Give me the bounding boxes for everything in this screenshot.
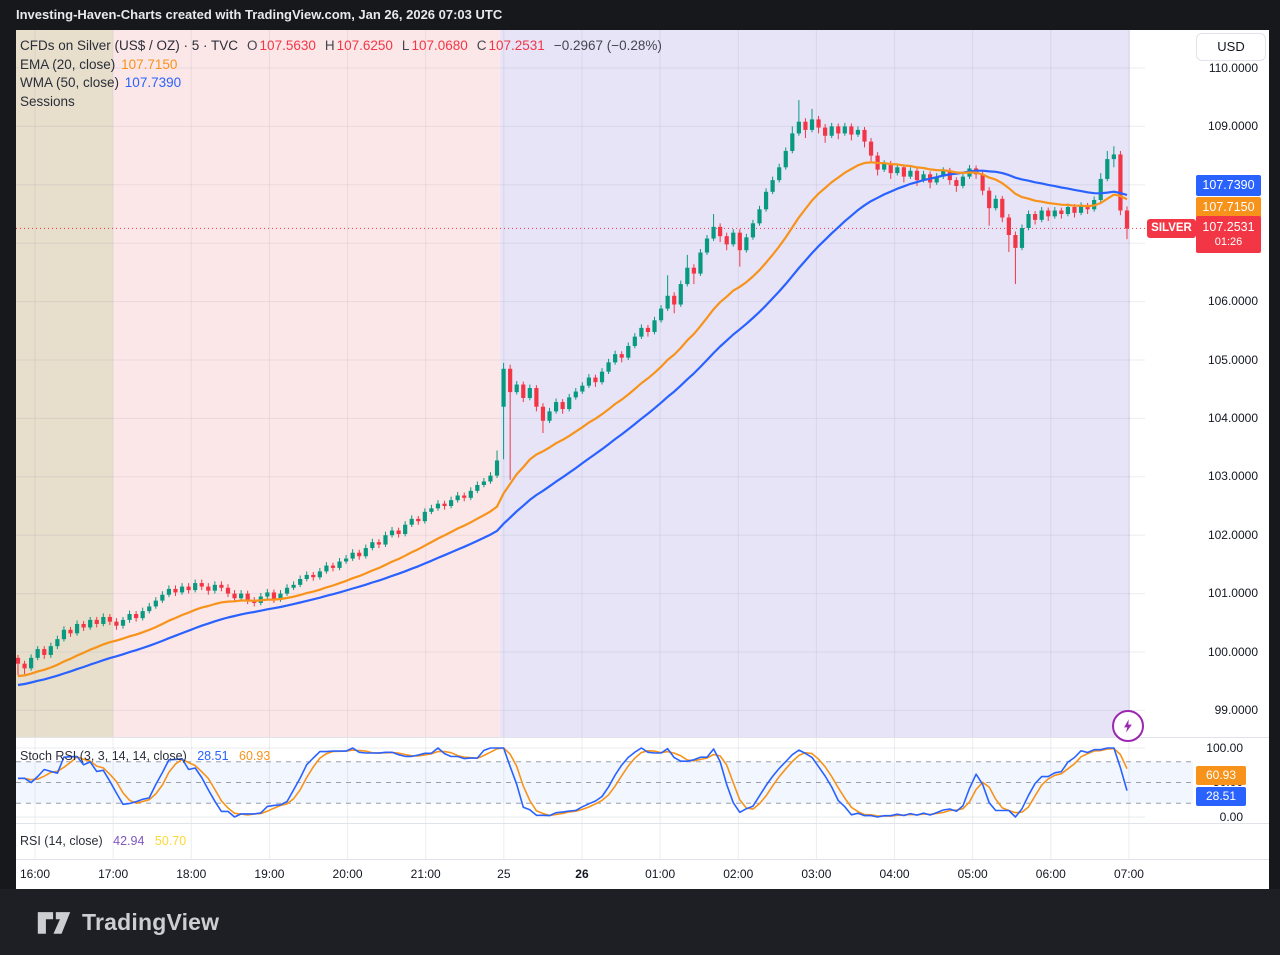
price-tick-label: 102.0000 bbox=[1207, 527, 1258, 542]
time-tick-label: 21:00 bbox=[410, 867, 441, 881]
time-tick-label: 16:00 bbox=[19, 867, 51, 881]
price-tick-label: 101.0000 bbox=[1207, 586, 1258, 601]
price-tick-label: 99.0000 bbox=[1214, 702, 1258, 717]
ema-value: 107.7150 bbox=[121, 56, 178, 72]
last-price-value: 107.2531 bbox=[1202, 220, 1255, 234]
time-tick-label: 04:00 bbox=[879, 867, 910, 881]
rsi-legend[interactable]: RSI (14, close) 42.94 50.70 bbox=[20, 834, 186, 848]
footer-bar: TradingView bbox=[0, 889, 1280, 955]
time-tick-label: 25 bbox=[497, 867, 511, 881]
time-tick-label: 17:00 bbox=[98, 867, 129, 881]
price-tick-label: 109.0000 bbox=[1207, 118, 1258, 133]
high-label: H bbox=[324, 38, 335, 53]
legend-sessions-row[interactable]: Sessions bbox=[20, 93, 662, 112]
close-value: 107.2531 bbox=[488, 38, 545, 53]
stoch-axis-top: 100.00 bbox=[1206, 741, 1243, 755]
sessions-label: Sessions bbox=[20, 93, 75, 109]
ema-price-badge: 107.7150 bbox=[1196, 197, 1261, 218]
currency-button[interactable]: USD bbox=[1196, 33, 1266, 61]
stoch-d-badge: 60.93 bbox=[1196, 766, 1246, 785]
time-tick-label: 03:00 bbox=[801, 867, 832, 881]
wma-value: 107.7390 bbox=[124, 75, 182, 90]
time-tick-label: 18:00 bbox=[176, 867, 207, 881]
time-tick-label: 02:00 bbox=[723, 867, 754, 881]
symbol-title[interactable]: CFDs on Silver (US$ / OZ) · 5 · TVC bbox=[20, 38, 239, 53]
time-tick-label: 20:00 bbox=[332, 867, 363, 881]
window-title: Investing-Haven-Charts created with Trad… bbox=[0, 0, 1280, 30]
rsi-label: RSI (14, close) bbox=[20, 834, 103, 848]
rsi-value: 42.94 bbox=[113, 834, 145, 848]
instant-data-button[interactable] bbox=[1112, 710, 1144, 742]
tradingview-brand-text[interactable]: TradingView bbox=[82, 908, 220, 935]
high-value: 107.6250 bbox=[336, 38, 393, 53]
stoch-k-badge: 28.51 bbox=[1196, 787, 1246, 806]
wma-price-badge: 107.7390 bbox=[1196, 175, 1261, 196]
low-label: L bbox=[401, 38, 410, 53]
ema-label: EMA (20, close) bbox=[20, 56, 116, 72]
stoch-k-value: 28.51 bbox=[197, 749, 229, 763]
stoch-axis-bottom: 0.00 bbox=[1219, 810, 1243, 824]
chart-legend: CFDs on Silver (US$ / OZ) · 5 · TVC O 107.… bbox=[20, 37, 662, 111]
price-tick-label: 105.0000 bbox=[1207, 352, 1258, 367]
lightning-icon bbox=[1124, 719, 1132, 733]
tradingview-logo-icon[interactable] bbox=[36, 907, 72, 937]
time-tick-label: 05:00 bbox=[957, 867, 988, 881]
time-tick-label: 19:00 bbox=[254, 867, 285, 881]
last-price-badge: 107.2531 01:26 bbox=[1196, 216, 1261, 253]
open-label: O bbox=[247, 38, 258, 53]
legend-symbol-row[interactable]: CFDs on Silver (US$ / OZ) · 5 · TVC O 107.… bbox=[20, 37, 662, 56]
time-tick-label: 06:00 bbox=[1035, 867, 1066, 881]
bar-countdown: 01:26 bbox=[1214, 236, 1243, 248]
price-tick-label: 100.0000 bbox=[1207, 644, 1258, 659]
price-tick-label: 104.0000 bbox=[1207, 410, 1258, 425]
rsi-ma-value: 50.70 bbox=[154, 834, 187, 848]
open-value: 107.5630 bbox=[259, 38, 316, 53]
stoch-d-value: 60.93 bbox=[239, 749, 271, 763]
legend-wma-row[interactable]: WMA (50, close) 107.7390 bbox=[20, 74, 662, 93]
window-title-text: Investing-Haven-Charts created with Trad… bbox=[16, 7, 503, 22]
stoch-rsi-label: Stoch RSI (3, 3, 14, 14, close) bbox=[20, 749, 187, 763]
close-label: C bbox=[476, 38, 487, 53]
time-tick-label: 01:00 bbox=[645, 867, 676, 881]
symbol-price-tag: SILVER bbox=[1147, 219, 1196, 238]
change-value: −0.2967 (−0.28%) bbox=[553, 38, 662, 53]
price-tick-label: 106.0000 bbox=[1207, 294, 1258, 309]
legend-ema-row[interactable]: EMA (20, close) 107.7150 bbox=[20, 56, 662, 75]
price-tick-label: 110.0000 bbox=[1208, 60, 1258, 75]
time-tick-label: 26 bbox=[575, 867, 589, 881]
time-tick-label: 07:00 bbox=[1113, 867, 1144, 881]
price-tick-label: 103.0000 bbox=[1207, 469, 1258, 484]
wma-label: WMA (50, close) bbox=[20, 75, 120, 90]
stoch-rsi-legend[interactable]: Stoch RSI (3, 3, 14, 14, close) 28.51 60… bbox=[20, 749, 270, 763]
low-value: 107.0680 bbox=[411, 38, 468, 53]
